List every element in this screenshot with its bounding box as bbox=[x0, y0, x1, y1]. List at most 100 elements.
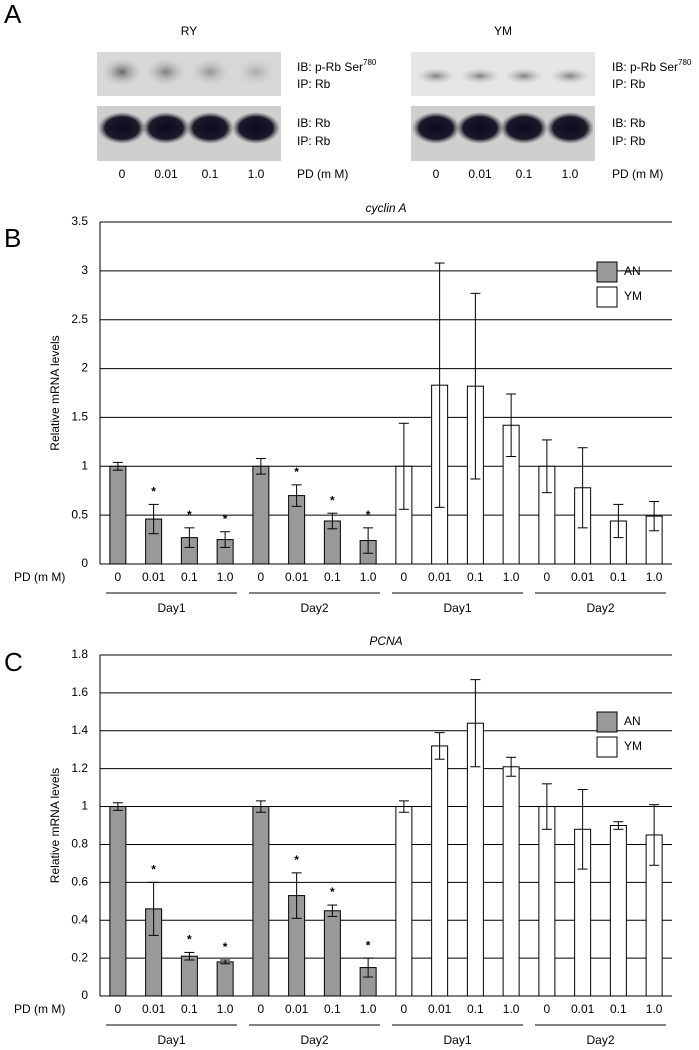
x-axis-label: PD (m M) bbox=[14, 570, 65, 584]
lane-label: 0.1 bbox=[516, 167, 533, 181]
significance-label: * bbox=[187, 508, 192, 522]
x-tick-label: 0 bbox=[401, 570, 408, 584]
chart-title: PCNA bbox=[369, 634, 402, 648]
lane-label: 0.01 bbox=[468, 167, 492, 181]
blot-band bbox=[504, 68, 544, 84]
error-bar bbox=[541, 783, 552, 830]
blot-band bbox=[416, 68, 456, 84]
group-label: Day1 bbox=[443, 1033, 471, 1047]
error-bar bbox=[398, 800, 409, 813]
error-bar bbox=[577, 789, 588, 870]
chart-title: cyclin A bbox=[366, 201, 407, 215]
x-tick-label: 0.1 bbox=[467, 1002, 484, 1016]
y-tick-label: 1 bbox=[81, 799, 88, 813]
error-bar bbox=[577, 447, 588, 529]
error-bar bbox=[363, 527, 374, 554]
blot-band bbox=[190, 58, 230, 86]
x-tick-label: 1.0 bbox=[217, 570, 234, 584]
x-tick-label: 0 bbox=[544, 570, 551, 584]
error-bar bbox=[649, 804, 660, 866]
blot-band bbox=[98, 112, 146, 144]
legend-swatch bbox=[596, 261, 618, 283]
x-tick-label: 1.0 bbox=[503, 1002, 520, 1016]
blot-label: IP: Rb bbox=[297, 77, 331, 91]
lane-label: 1.0 bbox=[562, 167, 579, 181]
x-tick-label: 0 bbox=[258, 1002, 265, 1016]
blot-axis: PD (m M) bbox=[297, 167, 348, 181]
y-tick-label: 0.2 bbox=[71, 950, 88, 964]
lane-label: 0.01 bbox=[154, 167, 178, 181]
y-tick-label: 0.5 bbox=[71, 507, 88, 521]
panel-label: C bbox=[4, 647, 23, 677]
x-tick-label: 0 bbox=[544, 1002, 551, 1016]
blot-band bbox=[456, 112, 504, 144]
bar bbox=[252, 465, 270, 565]
error-bar bbox=[112, 802, 123, 811]
error-bar bbox=[184, 951, 195, 961]
error-bar bbox=[220, 531, 231, 548]
blot-label: IB: Rb bbox=[297, 116, 331, 130]
error-bar bbox=[398, 422, 409, 510]
x-tick-label: 0 bbox=[115, 570, 122, 584]
lane-label: 0 bbox=[119, 167, 126, 181]
x-tick-label: 0 bbox=[401, 1002, 408, 1016]
legend-label: AN bbox=[624, 264, 641, 278]
x-tick-label: 0.01 bbox=[571, 570, 595, 584]
y-tick-label: 3.5 bbox=[71, 214, 88, 228]
bar bbox=[323, 910, 341, 997]
significance-label: * bbox=[187, 933, 192, 947]
blot-label-sup: 780 bbox=[678, 58, 692, 67]
x-tick-label: 0.01 bbox=[571, 1002, 595, 1016]
significance-label: * bbox=[366, 938, 371, 952]
error-bar bbox=[220, 959, 231, 965]
error-bar bbox=[649, 500, 660, 532]
y-tick-label: 0 bbox=[81, 556, 88, 570]
x-tick-label: 0.01 bbox=[285, 570, 309, 584]
significance-label: * bbox=[151, 485, 156, 499]
blot-label-text: IB: p-Rb Ser bbox=[612, 60, 678, 74]
blot-label: IB: Rb bbox=[612, 116, 646, 130]
x-tick-label: 0.01 bbox=[142, 1002, 166, 1016]
y-tick-label: 0.4 bbox=[71, 912, 88, 926]
error-bar bbox=[327, 904, 338, 917]
legend-label: AN bbox=[624, 714, 641, 728]
y-tick-label: 1.2 bbox=[71, 761, 88, 775]
error-bar bbox=[541, 439, 552, 494]
blot-label: IB: p-Rb Ser780 bbox=[612, 58, 692, 74]
lane-label: 0.1 bbox=[202, 167, 219, 181]
x-tick-label: 0.1 bbox=[324, 570, 341, 584]
blot-band bbox=[102, 58, 142, 86]
error-bar bbox=[470, 292, 481, 480]
blot-label: IB: p-Rb Ser780 bbox=[297, 58, 377, 74]
blot-band bbox=[546, 112, 594, 144]
y-tick-label: 3 bbox=[81, 263, 88, 277]
y-axis-label: Relative mRNA levels bbox=[48, 335, 62, 450]
x-tick-label: 0.1 bbox=[181, 570, 198, 584]
x-tick-label: 0.01 bbox=[142, 570, 166, 584]
y-tick-label: 0 bbox=[81, 988, 88, 1002]
error-bar bbox=[470, 679, 481, 768]
blot-band bbox=[236, 58, 276, 86]
legend-swatch bbox=[596, 736, 618, 758]
group-label: Day2 bbox=[300, 601, 328, 615]
error-bar bbox=[291, 872, 302, 919]
legend-label: YM bbox=[624, 289, 642, 303]
blot-band bbox=[412, 112, 460, 144]
x-tick-label: 0.1 bbox=[324, 1002, 341, 1016]
blots: RY 0 0.01 0.1 1.0 IB: p-Rb Ser780 IP: Rb IB: Rb… bbox=[97, 24, 692, 181]
x-tick-label: 1.0 bbox=[503, 570, 520, 584]
blot-band bbox=[146, 58, 186, 86]
blot-title: RY bbox=[181, 24, 197, 38]
significance-label: * bbox=[330, 885, 335, 899]
error-bar bbox=[184, 527, 195, 548]
x-tick-label: 0 bbox=[115, 1002, 122, 1016]
group-label: Day2 bbox=[300, 1033, 328, 1047]
error-bar bbox=[255, 800, 266, 813]
legend-label: YM bbox=[624, 739, 642, 753]
group-label: Day1 bbox=[157, 601, 185, 615]
y-tick-label: 0.8 bbox=[71, 837, 88, 851]
bar bbox=[609, 825, 627, 997]
legend-swatch bbox=[596, 711, 618, 733]
error-bar bbox=[255, 457, 266, 475]
group-label: Day2 bbox=[586, 1033, 614, 1047]
